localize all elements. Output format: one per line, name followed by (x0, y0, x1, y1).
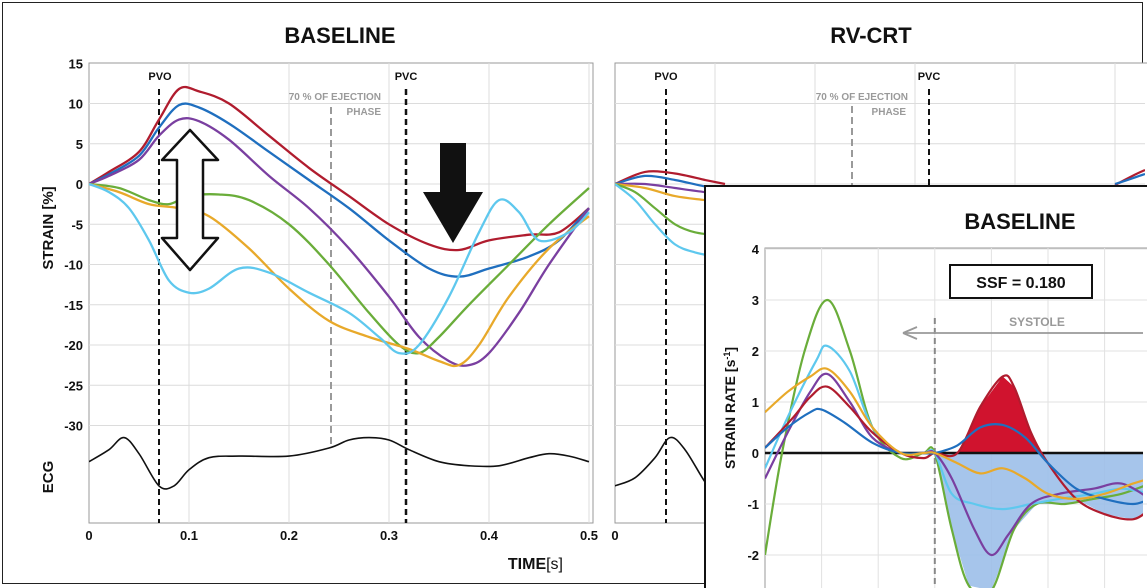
inset-y-tick-label: 3 (752, 293, 759, 308)
systole-label: SYSTOLE (1009, 315, 1065, 329)
inset-y-tick-label: -2 (747, 548, 759, 563)
strain-series-line-0 (89, 85, 590, 252)
y-tick-label: -20 (64, 338, 83, 353)
y-tick-label: 15 (69, 56, 83, 71)
y-tick-label: 10 (69, 97, 83, 112)
ejection-label-line2: PHASE (347, 107, 382, 118)
ejection-label-line1: 70 % OF EJECTION (289, 92, 381, 103)
y-tick-label: -10 (64, 258, 83, 273)
strain-series-line-4 (89, 182, 590, 368)
ecg-label: ECG (40, 461, 57, 494)
inset-y-tick-label: 1 (752, 395, 759, 410)
baseline-strain-panel: BASELINE 15 10 5 0 -5 -10 -15 -20 -25 -30 0 0.1 0.2… (40, 23, 598, 573)
baseline-y-ticks: 15 10 5 0 -5 -10 -15 -20 -25 -30 (64, 56, 83, 433)
inset-y-tick-label: 0 (752, 446, 759, 461)
y-tick-label: -30 (64, 419, 83, 434)
x-tick-label: 0.2 (280, 528, 298, 543)
y-tick-label: 0 (76, 177, 83, 192)
x-axis-label-unit: [s] (546, 556, 563, 573)
inset-y-tick-label: -1 (747, 497, 759, 512)
rv-ejection-label-line2: PHASE (872, 107, 907, 118)
systole-arrow-head-icon (902, 326, 918, 340)
inset-y-label-end: ] (722, 347, 738, 352)
baseline-ecg-trace (89, 436, 590, 490)
inset-y-label-main: STRAIN RATE [s (722, 359, 738, 469)
ssf-box (949, 264, 1093, 299)
x-tick-label: 0.3 (380, 528, 398, 543)
x-tick-label: 0 (85, 528, 92, 543)
x-axis-label: TIME[s] (508, 556, 563, 573)
strain-rate-series-line-0 (765, 298, 1143, 588)
inset-title: BASELINE (964, 209, 1075, 234)
pvo-label: PVO (148, 71, 172, 83)
x-tick-label: 0.4 (480, 528, 499, 543)
inset-y-tick-label: 2 (752, 344, 759, 359)
baseline-x-ticks: 0 0.1 0.2 0.3 0.4 0.5 (85, 528, 598, 543)
rv-ejection-label-line1: 70 % OF EJECTION (816, 92, 908, 103)
y-tick-label: -25 (64, 378, 83, 393)
double-headed-arrow-icon (160, 128, 220, 272)
y-tick-label: -5 (71, 217, 83, 232)
down-arrow-icon (423, 143, 483, 243)
y-tick-label: 5 (76, 137, 83, 152)
inset-y-axis-label: STRAIN RATE [s-1] (722, 347, 738, 469)
positive-strain-rate-area (934, 376, 1143, 453)
rv-pvc-label: PVC (918, 71, 941, 83)
rv-crt-strain-series (615, 170, 726, 258)
negative-strain-rate-area (934, 453, 1143, 588)
baseline-strain-series (89, 85, 590, 368)
x-tick-label: 0.1 (180, 528, 198, 543)
rv-strain-series-line-5 (615, 183, 716, 258)
strain-rate-series-line-4 (765, 407, 1143, 506)
strain-rate-series-line-5 (765, 367, 1143, 501)
rv-crt-title: RV-CRT (830, 23, 912, 48)
strain-series-line-2 (89, 117, 590, 367)
rv-strain-series-line-0 (615, 170, 726, 186)
strain-series-line-1 (89, 102, 590, 278)
strain-rate-series-line-2 (765, 372, 1143, 557)
y-tick-label: -15 (64, 298, 83, 313)
inset-y-ticks: 4 3 2 1 0 -1 -2 (747, 242, 759, 563)
baseline-title: BASELINE (284, 23, 395, 48)
baseline-y-axis-label: STRAIN [%] (40, 186, 57, 269)
rv-strain-series-line-4 (615, 182, 726, 238)
inset-strain-rate-series (765, 298, 1143, 588)
ssf-value: SSF = 0.180 (976, 275, 1065, 292)
x-axis-label-name: TIME (508, 556, 547, 573)
baseline-plot-area (88, 62, 594, 524)
pvc-label: PVC (395, 71, 418, 83)
rv-x-tick-0: 0 (611, 528, 618, 543)
strain-series-line-3 (89, 182, 590, 355)
strain-series-line-5 (89, 182, 590, 355)
inset-y-label-sup: -1 (722, 352, 732, 360)
rv-pvo-label: PVO (654, 71, 678, 83)
inset-y-tick-label: 4 (752, 242, 760, 257)
rv-crt-strain-tail-blue (1114, 172, 1145, 186)
x-tick-label: 0.5 (580, 528, 598, 543)
